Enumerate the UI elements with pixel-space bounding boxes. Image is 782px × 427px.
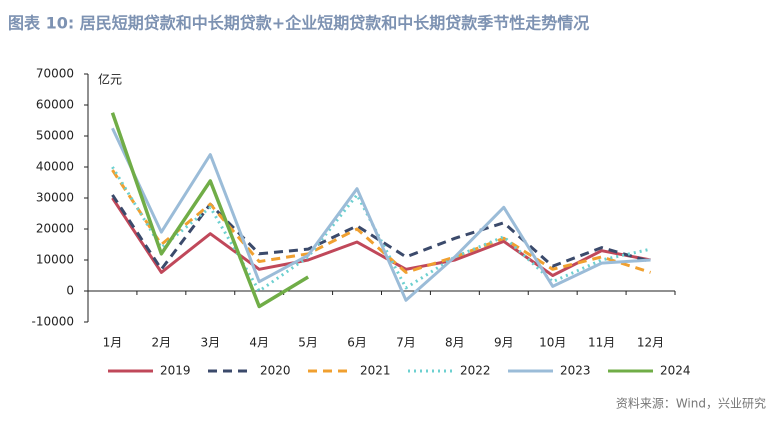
- x-tick-label: 11月: [588, 336, 615, 350]
- y-tick-label: 40000: [36, 160, 74, 174]
- series-line: [111, 197, 651, 277]
- y-axis-label: 亿元: [98, 72, 122, 87]
- x-tick-label: 10月: [539, 336, 566, 350]
- legend-label: 2019: [160, 364, 191, 378]
- x-tick-label: 6月: [347, 336, 367, 350]
- y-tick-label: 60000: [36, 98, 74, 112]
- x-tick-label: 4月: [249, 336, 269, 350]
- series-line: [111, 127, 651, 302]
- y-tick-label: 50000: [36, 129, 74, 143]
- source: 资料来源：Wind，兴业研究: [616, 396, 766, 411]
- x-tick-label: 1月: [103, 336, 123, 350]
- x-tick-label: 12月: [637, 336, 664, 350]
- x-tick-label: 3月: [200, 336, 220, 350]
- x-tick-label: 8月: [445, 336, 465, 350]
- chart-title: 图表 10: 居民短期贷款和中长期贷款+企业短期贷款和中长期贷款季节性走势情况: [8, 14, 589, 33]
- legend-label: 2022: [460, 364, 491, 378]
- x-tick-label: 9月: [494, 336, 514, 350]
- y-tick-label: 20000: [36, 222, 74, 236]
- x-tick-label: 2月: [152, 336, 172, 350]
- series-line: [111, 169, 651, 274]
- legend-label: 2024: [660, 364, 691, 378]
- series-line: [111, 194, 651, 271]
- y-tick-label: -10000: [31, 315, 74, 329]
- x-tick-label: 7月: [396, 336, 416, 350]
- y-tick-label: 30000: [36, 191, 74, 205]
- y-tick-label: 10000: [36, 253, 74, 267]
- series-line: [110, 112, 310, 309]
- y-tick-label: 0: [66, 284, 74, 298]
- legend-label: 2023: [560, 364, 591, 378]
- y-tick-label: 70000: [36, 67, 74, 81]
- legend-label: 2021: [360, 364, 391, 378]
- x-tick-label: 5月: [298, 336, 318, 350]
- legend-label: 2020: [260, 364, 291, 378]
